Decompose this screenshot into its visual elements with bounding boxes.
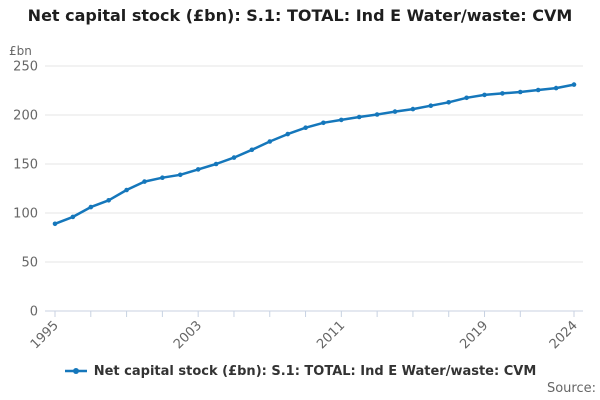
data-point[interactable] [446,100,452,105]
legend-label: Net capital stock (£bn): S.1: TOTAL: Ind… [93,363,537,379]
x-axis-tick-label: 2024 [547,318,581,352]
x-axis-tick-label: 2003 [171,318,205,352]
data-point[interactable] [303,125,308,130]
data-point[interactable] [106,198,111,203]
y-axis-tick-label: 100 [13,207,38,222]
source-label: Source: [546,381,596,396]
y-axis-tick-label: 200 [13,109,38,124]
chart-title-text: Net capital stock (£bn): S.1: TOTAL: Ind… [27,6,573,25]
data-point[interactable] [339,117,344,123]
data-point[interactable] [464,95,469,101]
y-axis-tick-label: 150 [13,158,38,173]
data-point[interactable] [500,91,505,96]
data-point[interactable] [553,85,559,91]
data-point[interactable] [535,87,541,93]
chart-title: Net capital stock (£bn): S.1: TOTAL: Ind… [0,5,600,27]
data-point[interactable] [518,89,523,95]
data-point[interactable] [410,106,416,112]
data-point[interactable] [571,82,577,87]
legend-series-marker-icon [64,368,87,374]
data-point[interactable] [160,175,165,180]
y-axis-tick-label: 250 [13,60,38,75]
series-line [53,83,576,226]
data-point[interactable] [213,161,219,167]
data-point[interactable] [392,109,398,114]
data-point[interactable] [178,172,183,178]
y-axis-tick-label: 50 [21,256,38,271]
legend-item[interactable]: Net capital stock (£bn): S.1: TOTAL: Ind… [64,363,537,379]
data-point[interactable] [321,120,326,126]
data-point[interactable] [195,167,201,172]
legend: Net capital stock (£bn): S.1: TOTAL: Ind… [0,360,600,382]
data-point[interactable] [374,112,380,117]
data-point[interactable] [231,155,237,160]
x-axis-tick-label: 2011 [314,318,348,352]
data-point[interactable] [356,114,362,120]
data-point[interactable] [482,92,487,98]
data-point[interactable] [142,179,147,184]
x-axis-tick-label: 2019 [457,318,491,352]
y-axis-unit-label: £bn [9,44,32,58]
data-point[interactable] [88,204,94,210]
data-point[interactable] [52,221,58,227]
y-axis-tick-label: 0 [30,305,38,320]
data-point[interactable] [124,187,129,193]
data-point[interactable] [285,131,291,137]
data-point[interactable] [428,103,434,108]
data-point[interactable] [267,139,273,144]
line-chart: 0 50 100 150 200 250 1995 2003 2011 2019 2024 [13,60,583,352]
x-axis-tick-label: 1995 [28,318,62,352]
data-point[interactable] [249,147,255,153]
data-point[interactable] [70,214,76,220]
